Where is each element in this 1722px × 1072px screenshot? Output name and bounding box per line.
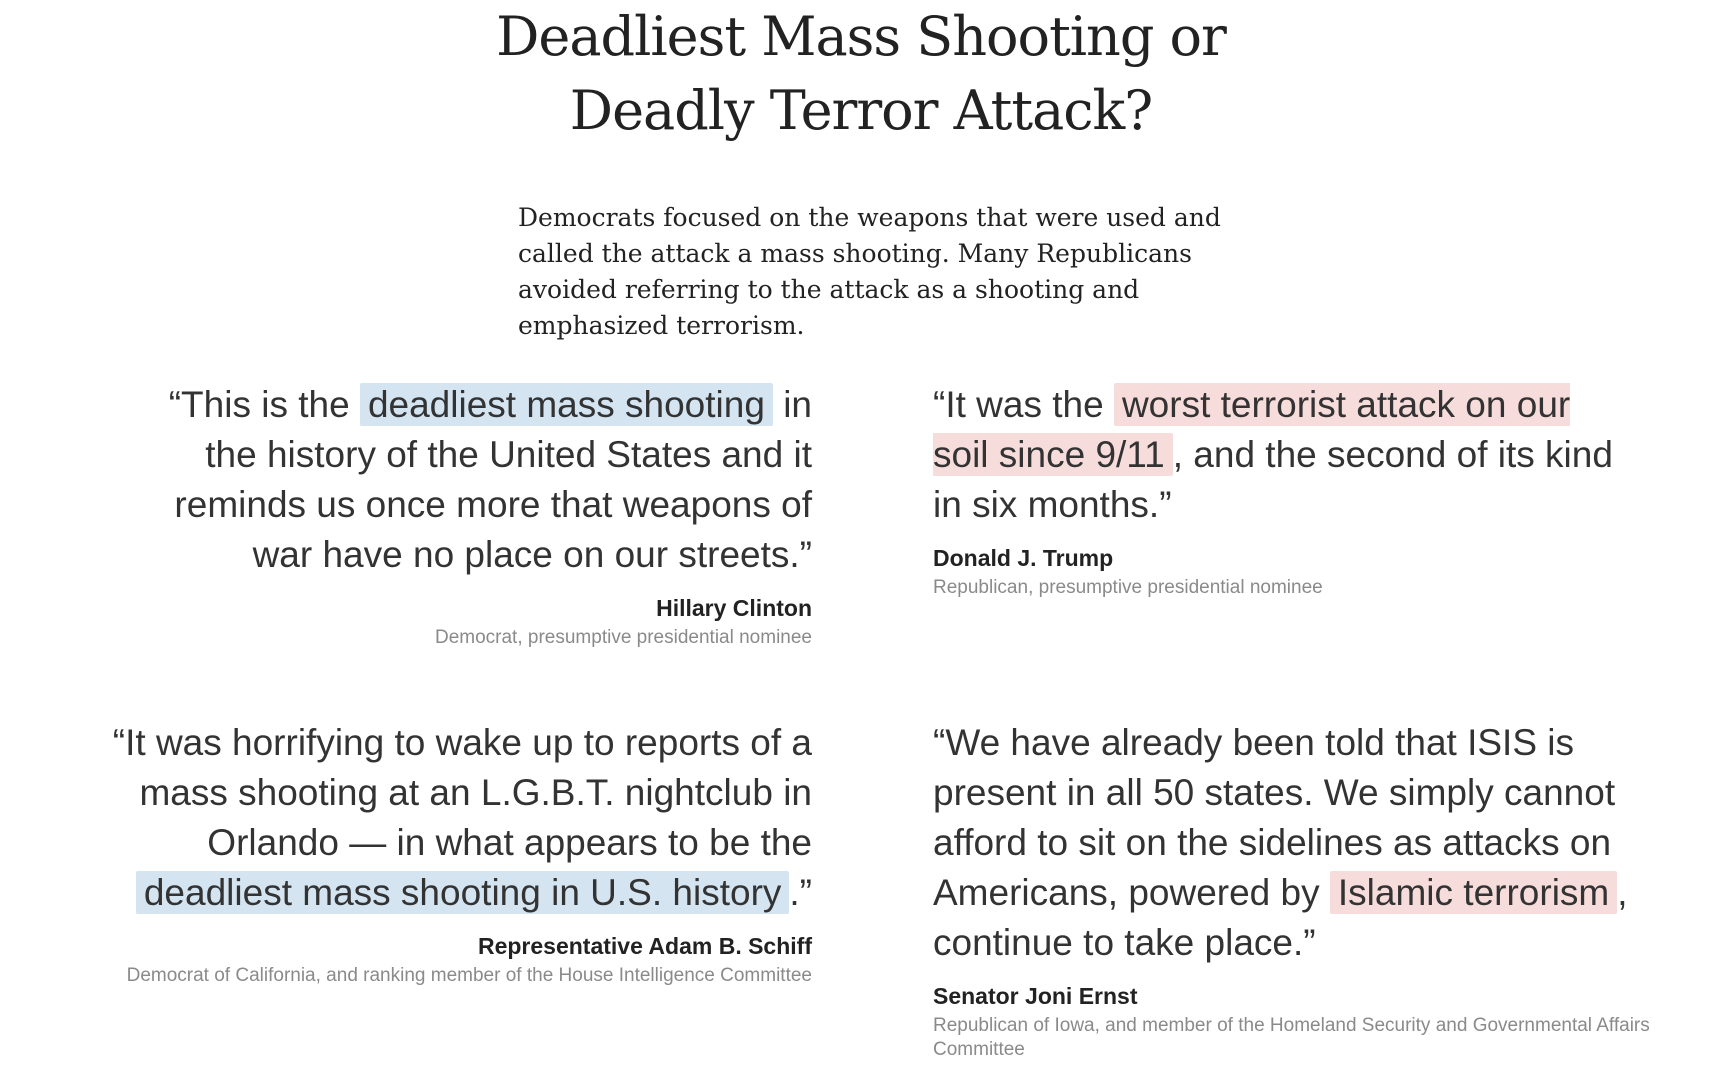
quote-text-after: in the history of the United States and … <box>174 384 812 575</box>
quote-ernst: “We have already been told that ISIS is … <box>933 718 1653 1062</box>
quote-text-after: .” <box>789 872 812 913</box>
speaker-name: Donald J. Trump <box>933 545 1114 571</box>
headline-line-2: Deadly Terror Attack? <box>569 79 1153 142</box>
quote-highlight-mass-shooting: deadliest mass shooting in U.S. history <box>135 871 790 914</box>
speaker-role: Republican of Iowa, and member of the Ho… <box>933 1015 1650 1060</box>
summary-paragraph: Democrats focused on the weapons that we… <box>518 203 1221 340</box>
speaker-role: Republican, presumptive presidential nom… <box>933 577 1323 598</box>
quote-text: “We have already been told that ISIS is … <box>933 718 1653 968</box>
speaker-name: Hillary Clinton <box>656 595 812 621</box>
quote-trump: “It was the worst terrorist attack on ou… <box>933 380 1633 600</box>
quote-text: “It was the worst terrorist attack on ou… <box>933 380 1633 530</box>
speaker-role: Democrat, presumptive presidential nomin… <box>434 627 812 648</box>
quote-text-after: , and the second of its kind in six mont… <box>933 434 1613 525</box>
quote-text-before: “We have already been told that ISIS is … <box>933 722 1616 913</box>
headline: Deadliest Mass Shooting or Deadly Terror… <box>0 0 1722 148</box>
quote-clinton: “This is the deadliest mass shooting in … <box>112 380 812 650</box>
headline-line-1: Deadliest Mass Shooting or <box>496 5 1227 68</box>
quote-highlight-mass-shooting: deadliest mass shooting <box>359 383 773 426</box>
quote-text-before: “It was the <box>933 384 1114 425</box>
quote-highlight-terrorism: Islamic terrorism <box>1329 871 1618 914</box>
speaker-name: Senator Joni Ernst <box>933 983 1138 1009</box>
quote-text: “This is the deadliest mass shooting in … <box>112 380 812 580</box>
quote-text: “It was horrifying to wake up to reports… <box>112 718 812 918</box>
quote-text-before: “It was horrifying to wake up to reports… <box>112 722 812 863</box>
quote-text-before: “This is the <box>168 384 360 425</box>
quote-schiff: “It was horrifying to wake up to reports… <box>112 718 812 988</box>
speaker-name: Representative Adam B. Schiff <box>477 933 812 959</box>
quote-text-after: , continue to take place.” <box>933 872 1628 963</box>
speaker-role: Democrat of California, and ranking memb… <box>126 965 812 986</box>
